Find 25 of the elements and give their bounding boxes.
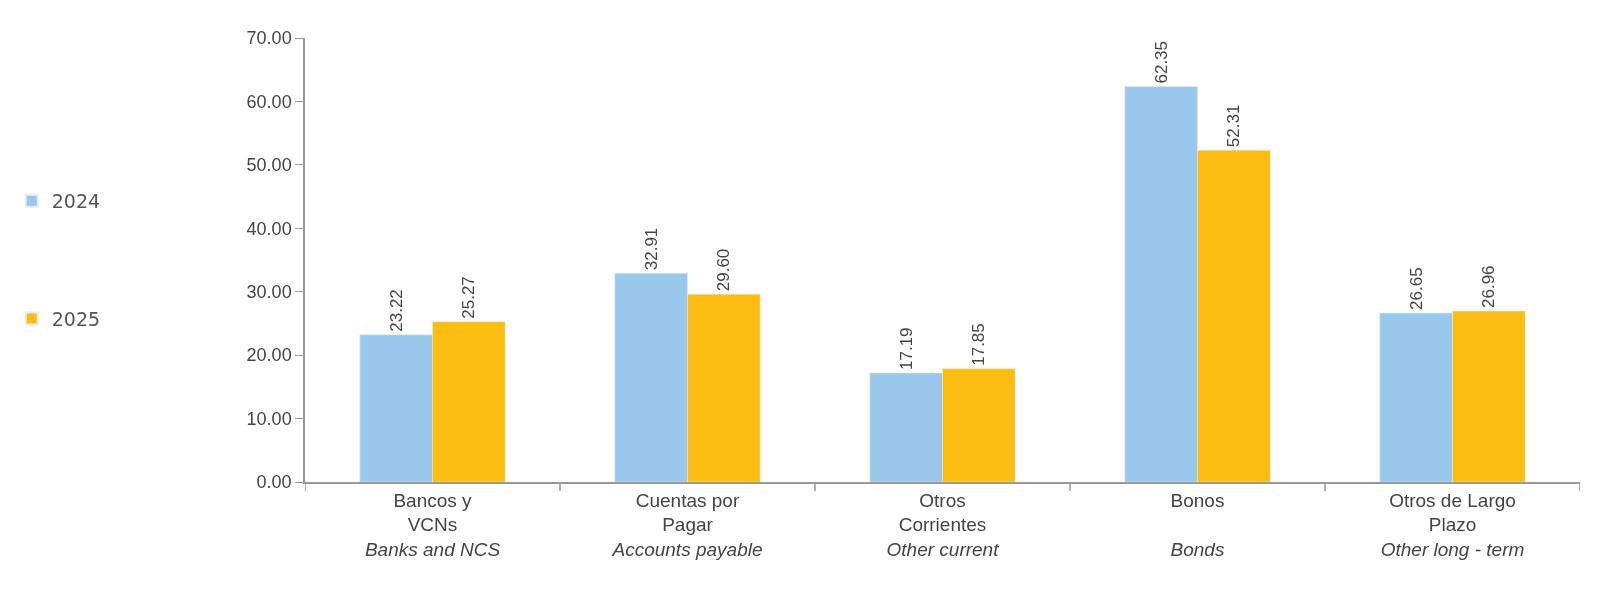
- y-tick-label: 70.00: [246, 28, 292, 49]
- category-label: Bonos Bonds: [1170, 489, 1225, 560]
- data-label: 32.91: [641, 227, 661, 271]
- y-tick-label: 10.00: [246, 408, 292, 429]
- legend-label: 2025: [51, 307, 101, 330]
- data-label: 25.27: [459, 276, 479, 319]
- y-tick-label: 60.00: [246, 91, 292, 112]
- data-label: 29.60: [714, 248, 734, 292]
- data-label: 23.22: [386, 289, 406, 332]
- data-label: 62.35: [1151, 40, 1171, 84]
- data-label: 17.19: [896, 327, 916, 370]
- data-label: 26.96: [1479, 265, 1499, 308]
- x-tick-label: Otros de Largo Plazo Other long - term: [1380, 489, 1525, 560]
- y-tick-label: 40.00: [246, 218, 292, 239]
- y-tick-label: 30.00: [246, 282, 292, 303]
- y-tick-label: 20.00: [246, 345, 292, 366]
- y-tick-label: 50.00: [246, 155, 292, 176]
- data-label: 52.31: [1224, 104, 1244, 148]
- x-tick-label: Cuentas por Pagar Accounts payable: [611, 489, 763, 560]
- data-label: 17.85: [969, 323, 989, 366]
- y-tick-label: 0.00: [256, 472, 292, 493]
- x-tick-label: Otros Corrientes Other current: [886, 489, 1000, 560]
- data-label: 26.65: [1406, 267, 1426, 310]
- x-tick-label: Bancos y VCNs Banks and NCS: [364, 489, 501, 560]
- legend-label: 2024: [51, 190, 101, 213]
